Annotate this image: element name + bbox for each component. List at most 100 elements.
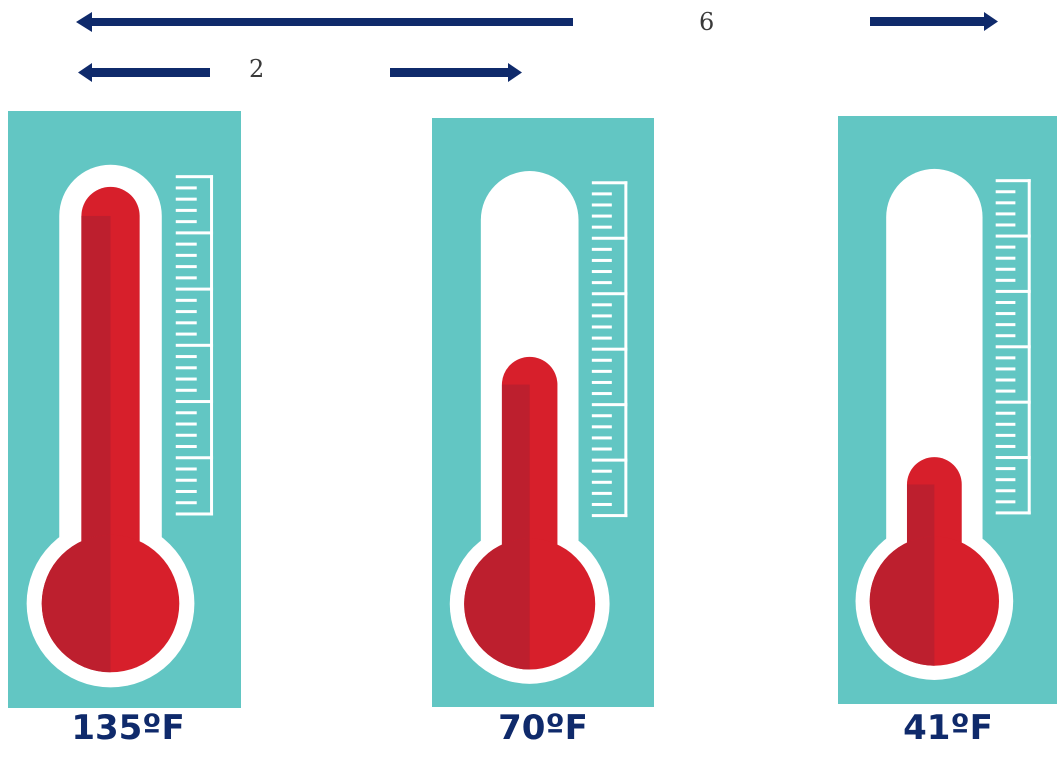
tick-mark — [591, 436, 612, 440]
tick-mark — [591, 403, 628, 407]
tick-mark — [995, 433, 1016, 437]
tick-mark — [591, 414, 612, 418]
tick-mark — [175, 197, 197, 201]
tick-mark — [591, 447, 612, 451]
tick-mark — [175, 388, 197, 392]
tick-mark — [591, 303, 612, 307]
tick-mark — [175, 445, 197, 449]
tick-mark — [995, 300, 1016, 304]
mercury-bulb-shade — [869, 536, 935, 666]
dimension-arrows — [76, 12, 998, 82]
tick-mark — [591, 225, 612, 229]
tick-mark — [995, 378, 1016, 382]
tick-mark — [995, 179, 1031, 183]
tick-mark — [995, 256, 1016, 260]
tick-mark — [591, 336, 612, 340]
tick-mark — [995, 367, 1016, 371]
tick-mark — [995, 511, 1031, 515]
tick-mark — [995, 223, 1016, 227]
thermometer-icon — [838, 116, 1057, 704]
tick-mark — [175, 400, 214, 404]
tick-mark — [995, 478, 1016, 482]
temperature-label-70: 70ºF — [498, 708, 588, 748]
tick-mark — [995, 245, 1016, 249]
tick-mark — [591, 347, 628, 351]
tick-mark — [175, 186, 197, 190]
thermometer-icon — [8, 111, 241, 708]
tick-mark — [175, 433, 197, 437]
tick-mark — [591, 281, 612, 285]
tick-mark — [995, 278, 1016, 282]
thermometer-41 — [838, 116, 1057, 704]
tick-mark — [591, 458, 628, 462]
tick-mark — [591, 181, 628, 185]
tick-mark — [995, 190, 1016, 194]
tick-mark — [591, 380, 612, 384]
arrow-left-short — [78, 63, 210, 82]
tick-mark — [175, 343, 214, 347]
tick-mark — [591, 425, 612, 429]
arrow-left-long — [76, 12, 573, 32]
tick-mark — [175, 175, 214, 179]
tick-mark — [995, 411, 1016, 415]
tick-mark — [591, 502, 612, 506]
tick-mark — [175, 489, 197, 493]
tick-mark — [995, 334, 1016, 338]
tick-mark — [175, 366, 197, 370]
tick-mark — [995, 389, 1016, 393]
tick-mark — [175, 287, 214, 291]
tick-mark — [591, 314, 612, 318]
tick-mark — [591, 469, 612, 473]
tick-mark — [175, 377, 197, 381]
tick-mark — [175, 276, 197, 280]
mercury-bulb-shade — [41, 534, 111, 673]
tick-mark — [995, 467, 1016, 471]
tick-mark — [175, 512, 214, 516]
tick-mark — [591, 480, 612, 484]
thermometer-70 — [432, 118, 654, 707]
tick-mark — [175, 242, 197, 246]
arrow-right-short-top — [870, 12, 998, 31]
tick-mark — [995, 456, 1031, 460]
tick-mark — [175, 265, 197, 269]
tick-mark — [175, 321, 197, 325]
tick-scale — [995, 179, 1031, 515]
tick-mark — [995, 312, 1016, 316]
tick-mark — [995, 422, 1016, 426]
tick-mark — [175, 478, 197, 482]
thermometer-icon — [432, 118, 654, 707]
tick-mark — [995, 201, 1016, 205]
tick-mark — [175, 298, 197, 302]
temperature-label-135: 135ºF — [71, 708, 185, 748]
tick-mark — [175, 253, 197, 257]
tick-mark — [995, 356, 1016, 360]
tick-mark — [591, 392, 612, 396]
tick-mark — [175, 355, 197, 359]
mercury-bulb-shade — [464, 538, 530, 670]
tick-mark — [591, 292, 628, 296]
tick-mark — [995, 267, 1016, 271]
tick-mark — [175, 456, 214, 460]
tick-mark — [175, 422, 197, 426]
tick-mark — [995, 323, 1016, 327]
span-label-6: 6 — [699, 8, 715, 36]
tick-mark — [995, 500, 1016, 504]
tick-mark — [175, 310, 197, 314]
tick-mark — [995, 489, 1016, 493]
tick-mark — [995, 212, 1016, 216]
tick-mark — [591, 236, 628, 240]
tick-mark — [591, 258, 612, 262]
tick-mark — [175, 467, 197, 471]
tick-mark — [175, 501, 197, 505]
tick-mark — [591, 214, 612, 218]
tick-mark — [175, 231, 214, 235]
tick-mark — [591, 247, 612, 251]
tick-mark — [175, 220, 197, 224]
tick-mark — [591, 369, 612, 373]
tick-mark — [175, 411, 197, 415]
temperature-label-41: 41ºF — [903, 708, 993, 748]
tick-spine — [210, 175, 214, 516]
tick-mark — [591, 192, 612, 196]
tick-mark — [591, 514, 628, 518]
tick-mark — [995, 289, 1031, 293]
